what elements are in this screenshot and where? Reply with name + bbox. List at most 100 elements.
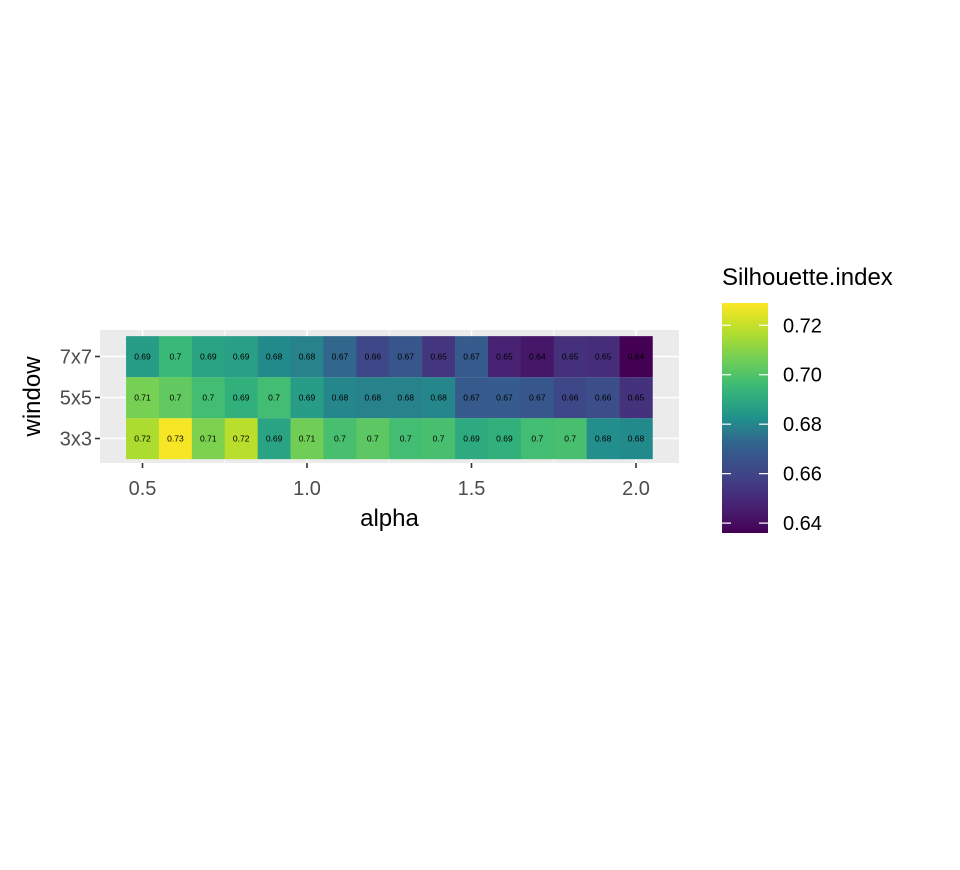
heatmap-cell	[389, 336, 423, 378]
cell-value-label: 0.71	[200, 434, 217, 444]
cell-value-label: 0.67	[397, 352, 414, 362]
cell-value-label: 0.7	[268, 393, 280, 403]
x-tick-label: 0.5	[129, 478, 157, 500]
heatmap-cell	[422, 377, 456, 419]
x-tick-label: 2.0	[622, 478, 650, 500]
cell-value-label: 0.68	[365, 393, 382, 403]
cell-value-label: 0.7	[433, 434, 445, 444]
cell-value-label: 0.66	[562, 393, 579, 403]
cell-value-label: 0.69	[463, 434, 480, 444]
heatmap-cell	[389, 418, 423, 460]
cell-value-label: 0.7	[169, 352, 181, 362]
cell-value-label: 0.65	[562, 352, 579, 362]
heatmap-cell	[455, 377, 489, 419]
cell-value-label: 0.68	[397, 393, 414, 403]
heatmap-cell	[158, 418, 193, 460]
heatmap-cell	[290, 418, 324, 460]
heatmap-cells	[126, 336, 653, 460]
heatmap-cell	[422, 418, 456, 460]
heatmap-cell	[126, 418, 160, 460]
heatmap-cell	[356, 418, 390, 460]
cell-value-label: 0.73	[167, 434, 184, 444]
heatmap-cell	[389, 377, 423, 419]
legend-title: Silhouette.index	[722, 264, 893, 291]
colorbar-tick-label: 0.70	[783, 365, 822, 387]
heatmap-cell	[422, 336, 456, 378]
cell-value-label: 0.67	[496, 393, 513, 403]
heatmap-cell	[126, 336, 160, 378]
heatmap-cell	[520, 418, 555, 460]
heatmap-cell	[586, 377, 620, 419]
heatmap-cell	[257, 418, 291, 460]
cell-value-label: 0.7	[169, 393, 181, 403]
cell-value-label: 0.66	[365, 352, 382, 362]
heatmap-cell	[520, 336, 555, 378]
colorbar-tick-label: 0.64	[783, 513, 822, 535]
y-tick-label: 7x7	[60, 347, 92, 369]
cell-value-label: 0.64	[628, 352, 645, 362]
heatmap-cell	[290, 336, 324, 378]
cell-value-label: 0.7	[531, 434, 543, 444]
heatmap-cell	[455, 418, 489, 460]
heatmap-cell	[553, 336, 587, 378]
colorbar	[722, 303, 768, 533]
heatmap-cell	[290, 377, 324, 419]
cell-value-label: 0.65	[628, 393, 645, 403]
cell-value-label: 0.68	[299, 352, 316, 362]
cell-value-label: 0.7	[367, 434, 379, 444]
heatmap-cell	[487, 418, 522, 460]
cell-value-label: 0.64	[529, 352, 546, 362]
cell-value-label: 0.69	[233, 352, 250, 362]
heatmap-cell	[356, 336, 390, 378]
y-tick-label: 3x3	[60, 429, 92, 451]
cell-value-label: 0.71	[134, 393, 151, 403]
heatmap-cell	[487, 377, 522, 419]
heatmap-cell-labels: 0.72 0.73 0.71 0.72 0.69 0.71 0.7 0.7 0.7 0.7 0.69…	[134, 352, 644, 444]
cell-value-label: 0.67	[463, 352, 480, 362]
cell-value-label: 0.65	[430, 352, 447, 362]
heatmap-cell	[158, 377, 193, 419]
cell-value-label: 0.69	[200, 352, 217, 362]
axes: alpha window 0.5 1.0 1.5 2.0 3x3 5x5 7x7	[19, 347, 650, 533]
cell-value-label: 0.68	[595, 434, 612, 444]
heatmap-cell	[257, 336, 291, 378]
heatmap-cell	[455, 336, 489, 378]
cell-value-label: 0.7	[400, 434, 412, 444]
heatmap-cell	[224, 336, 258, 378]
heatmap-cell	[158, 336, 193, 378]
heatmap-cell	[356, 377, 390, 419]
heatmap-cell	[323, 418, 357, 460]
cell-value-label: 0.72	[233, 434, 250, 444]
colorbar-tick-label: 0.68	[783, 414, 822, 436]
colorbar-legend: Silhouette.index 0.64 0.66 0.68 0.70 0.72	[722, 264, 893, 535]
cell-value-label: 0.68	[628, 434, 645, 444]
cell-value-label: 0.7	[334, 434, 346, 444]
cell-value-label: 0.69	[299, 393, 316, 403]
heatmap-cell	[191, 377, 226, 419]
heatmap-cell	[586, 336, 620, 378]
heatmap-cell	[619, 336, 653, 378]
cell-value-label: 0.67	[463, 393, 480, 403]
cell-value-label: 0.69	[233, 393, 250, 403]
cell-value-label: 0.68	[332, 393, 349, 403]
heatmap-cell	[191, 336, 226, 378]
heatmap-cell	[586, 418, 620, 460]
cell-value-label: 0.72	[134, 434, 151, 444]
heatmap-cell	[191, 418, 226, 460]
cell-value-label: 0.67	[332, 352, 349, 362]
cell-value-label: 0.71	[299, 434, 316, 444]
heatmap-cell	[323, 336, 357, 378]
cell-value-label: 0.7	[564, 434, 576, 444]
heatmap-cell	[224, 418, 258, 460]
heatmap-cell	[520, 377, 555, 419]
cell-value-label: 0.68	[266, 352, 283, 362]
cell-value-label: 0.67	[529, 393, 546, 403]
cell-value-label: 0.68	[430, 393, 447, 403]
cell-value-label: 0.66	[595, 393, 612, 403]
cell-value-label: 0.65	[496, 352, 513, 362]
heatmap-cell	[487, 336, 522, 378]
cell-value-label: 0.69	[134, 352, 151, 362]
heatmap-cell	[619, 377, 653, 419]
